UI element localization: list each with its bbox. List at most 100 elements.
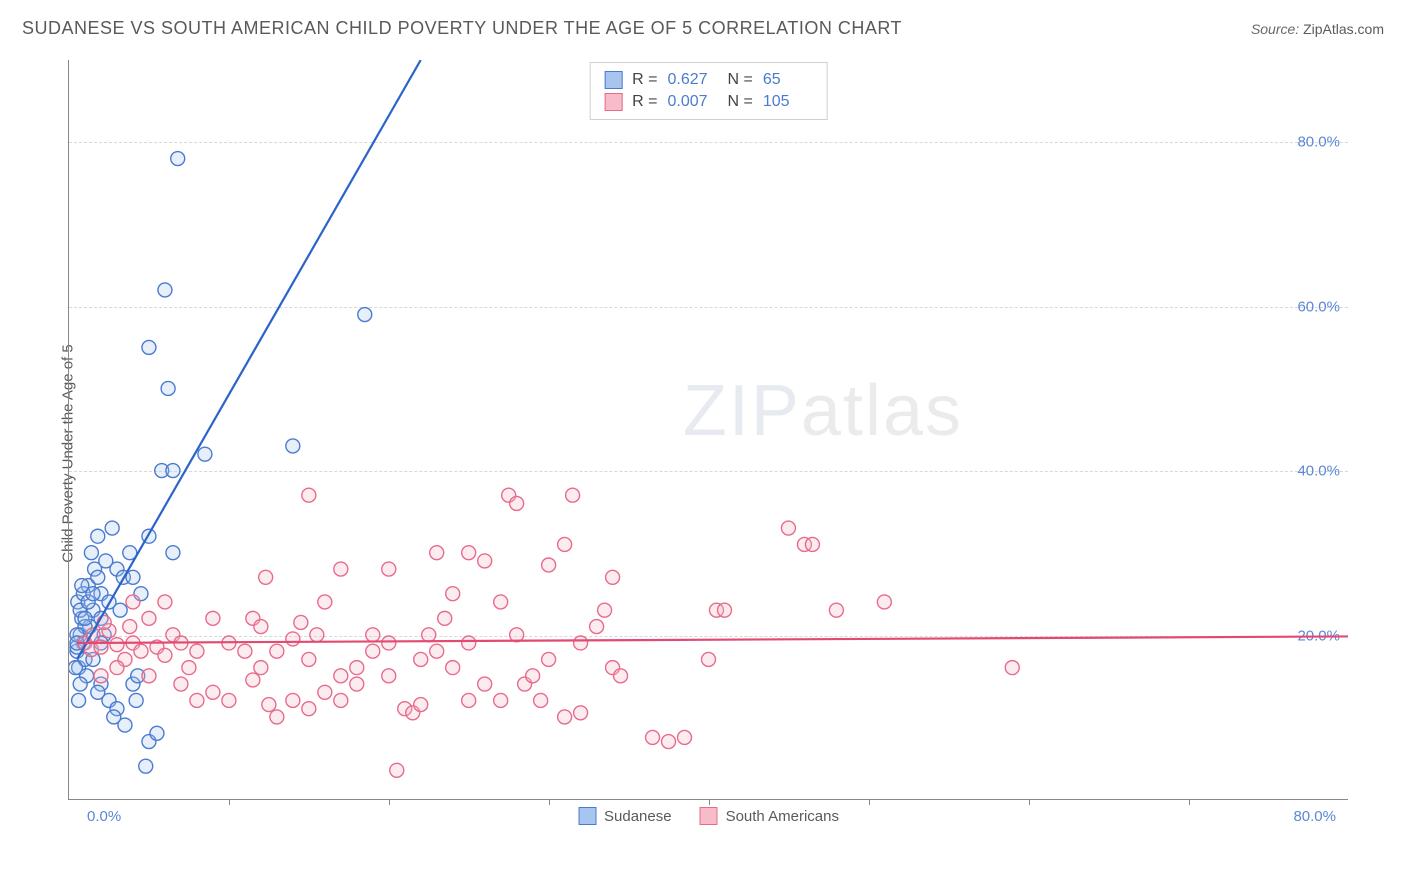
scatter-point-south_americans — [1005, 661, 1019, 675]
scatter-point-south_americans — [259, 570, 273, 584]
scatter-point-south_americans — [334, 562, 348, 576]
scatter-point-south_americans — [254, 620, 268, 634]
scatter-point-south_americans — [286, 632, 300, 646]
scatter-point-south_americans — [382, 636, 396, 650]
scatter-point-south_americans — [542, 652, 556, 666]
source-link[interactable]: ZipAtlas.com — [1303, 21, 1384, 37]
r-value-sudanese: 0.627 — [668, 71, 718, 89]
scatter-point-south_americans — [294, 615, 308, 629]
trend-line-sudanese — [77, 60, 421, 659]
r-label: R = — [632, 93, 657, 111]
chart-header: SUDANESE VS SOUTH AMERICAN CHILD POVERTY… — [0, 0, 1406, 39]
scatter-point-south_americans — [318, 685, 332, 699]
n-value-south_americans: 105 — [763, 93, 813, 111]
trend-line-south_americans — [77, 636, 1348, 643]
scatter-point-south_americans — [182, 661, 196, 675]
scatter-point-sudanese — [91, 570, 105, 584]
scatter-point-sudanese — [72, 693, 86, 707]
scatter-point-south_americans — [302, 652, 316, 666]
scatter-point-south_americans — [262, 698, 276, 712]
x-tick-mark — [389, 799, 390, 805]
stats-legend-box: R =0.627N =65R =0.007N =105 — [589, 62, 828, 120]
n-label: N = — [728, 71, 753, 89]
legend-label: Sudanese — [604, 808, 672, 825]
scatter-point-sudanese — [91, 529, 105, 543]
scatter-point-sudanese — [198, 447, 212, 461]
scatter-point-sudanese — [107, 710, 121, 724]
scatter-point-south_americans — [877, 595, 891, 609]
scatter-point-south_americans — [302, 488, 316, 502]
scatter-point-south_americans — [805, 537, 819, 551]
r-value-south_americans: 0.007 — [668, 93, 718, 111]
scatter-point-south_americans — [246, 673, 260, 687]
scatter-point-sudanese — [166, 464, 180, 478]
scatter-point-south_americans — [494, 595, 508, 609]
scatter-point-south_americans — [254, 661, 268, 675]
scatter-point-sudanese — [161, 381, 175, 395]
x-axis-max-label: 80.0% — [1293, 808, 1336, 825]
scatter-point-south_americans — [110, 661, 124, 675]
scatter-point-sudanese — [75, 579, 89, 593]
stats-row-sudanese: R =0.627N =65 — [604, 69, 813, 91]
scatter-point-south_americans — [190, 644, 204, 658]
swatch-sudanese — [604, 71, 622, 89]
scatter-point-south_americans — [222, 693, 236, 707]
x-tick-mark — [1029, 799, 1030, 805]
scatter-point-south_americans — [462, 636, 476, 650]
scatter-point-south_americans — [270, 644, 284, 658]
scatter-point-sudanese — [286, 439, 300, 453]
scatter-point-sudanese — [69, 661, 82, 675]
scatter-point-south_americans — [422, 628, 436, 642]
scatter-point-south_americans — [350, 677, 364, 691]
scatter-point-south_americans — [462, 546, 476, 560]
scatter-point-south_americans — [270, 710, 284, 724]
x-axis-min-label: 0.0% — [87, 808, 121, 825]
scatter-point-south_americans — [366, 644, 380, 658]
r-label: R = — [632, 71, 657, 89]
scatter-point-south_americans — [678, 730, 692, 744]
scatter-point-south_americans — [446, 587, 460, 601]
scatter-point-south_americans — [286, 693, 300, 707]
scatter-point-south_americans — [414, 698, 428, 712]
legend-item: Sudanese — [578, 807, 672, 825]
scatter-point-south_americans — [574, 636, 588, 650]
scatter-point-south_americans — [494, 693, 508, 707]
scatter-point-south_americans — [446, 661, 460, 675]
legend-label: South Americans — [726, 808, 839, 825]
scatter-point-sudanese — [129, 693, 143, 707]
scatter-point-south_americans — [606, 570, 620, 584]
scatter-point-sudanese — [139, 759, 153, 773]
legend-item: South Americans — [700, 807, 839, 825]
scatter-point-south_americans — [430, 644, 444, 658]
scatter-point-south_americans — [702, 652, 716, 666]
scatter-point-sudanese — [150, 726, 164, 740]
scatter-point-south_americans — [566, 488, 580, 502]
scatter-point-south_americans — [646, 730, 660, 744]
legend-swatch — [700, 807, 718, 825]
scatter-point-south_americans — [510, 496, 524, 510]
scatter-point-south_americans — [318, 595, 332, 609]
scatter-point-south_americans — [590, 620, 604, 634]
scatter-point-south_americans — [206, 611, 220, 625]
chart-source: Source: ZipAtlas.com — [1251, 21, 1384, 37]
scatter-point-sudanese — [91, 685, 105, 699]
scatter-point-south_americans — [142, 611, 156, 625]
x-tick-mark — [869, 799, 870, 805]
x-tick-mark — [709, 799, 710, 805]
stats-row-south_americans: R = 0.007 N = 105 — [604, 91, 813, 113]
scatter-point-sudanese — [105, 521, 119, 535]
scatter-point-south_americans — [94, 669, 108, 683]
scatter-point-south_americans — [390, 763, 404, 777]
n-label: N = — [728, 93, 753, 111]
scatter-point-south_americans — [558, 537, 572, 551]
x-tick-mark — [1189, 799, 1190, 805]
scatter-point-sudanese — [358, 308, 372, 322]
x-tick-mark — [549, 799, 550, 805]
scatter-point-sudanese — [171, 152, 185, 166]
scatter-point-sudanese — [78, 611, 92, 625]
scatter-point-south_americans — [574, 706, 588, 720]
scatter-point-south_americans — [662, 735, 676, 749]
scatter-point-south_americans — [126, 595, 140, 609]
scatter-plot-svg — [69, 60, 1348, 799]
scatter-point-south_americans — [123, 620, 137, 634]
